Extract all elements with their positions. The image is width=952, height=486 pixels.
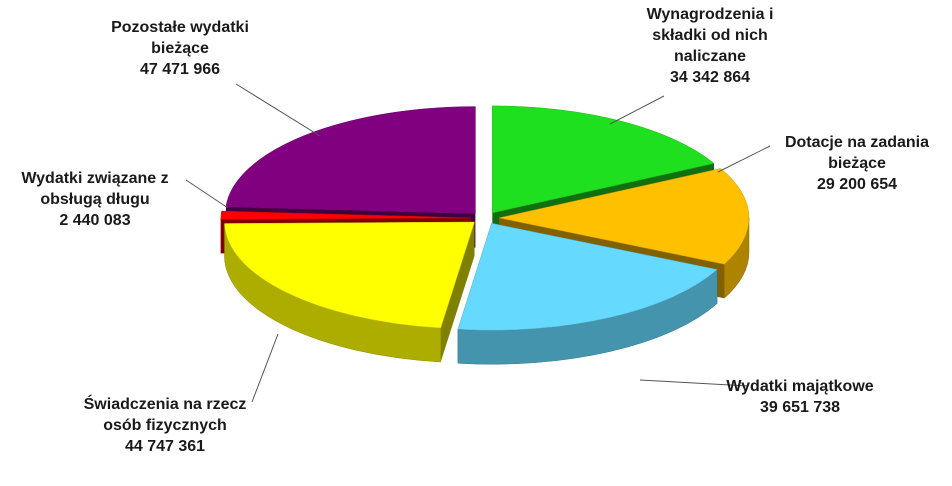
leader-line	[639, 379, 749, 387]
leader-line	[251, 333, 279, 403]
slice	[224, 221, 475, 329]
slice	[220, 210, 472, 220]
category-label: Wydatki związane z obsługą długu	[21, 170, 169, 208]
value-label: 39 651 738	[759, 399, 841, 416]
data-label: Świadczenia na rzecz osób fizycznych 44 7…	[80, 394, 250, 457]
leader-line	[717, 145, 771, 173]
slice	[225, 106, 476, 214]
value-label: 47 471 966	[139, 61, 221, 78]
category-label: Wydatki majątkowe	[726, 378, 874, 395]
value-label: 44 747 361	[124, 438, 206, 455]
category-label: Wynagrodzenia i składki od nich naliczan…	[646, 6, 774, 65]
data-label: Wydatki związane z obsługą długu 2 440 08…	[0, 168, 190, 231]
leader-line	[185, 179, 229, 209]
value-label: 34 342 864	[669, 69, 751, 86]
data-label: Wydatki majątkowe 39 651 738	[720, 376, 880, 418]
category-label: Dotacje na zadania bieżące	[784, 134, 930, 172]
data-label: Pozostałe wydatki bieżące 47 471 966	[80, 17, 280, 80]
leader-line	[235, 83, 321, 137]
category-label: Świadczenia na rzecz osób fizycznych	[83, 396, 247, 434]
slice-side	[440, 222, 475, 362]
slice	[492, 105, 715, 214]
value-label: 29 200 654	[816, 176, 898, 193]
data-label: Dotacje na zadania bieżące 29 200 654	[762, 132, 952, 195]
leader-line	[609, 95, 665, 125]
value-label: 2 440 083	[59, 212, 131, 229]
category-label: Pozostałe wydatki bieżące	[111, 19, 249, 57]
slice	[457, 223, 718, 331]
data-label: Wynagrodzenia i składki od nich naliczan…	[620, 4, 800, 88]
slice	[498, 168, 750, 265]
